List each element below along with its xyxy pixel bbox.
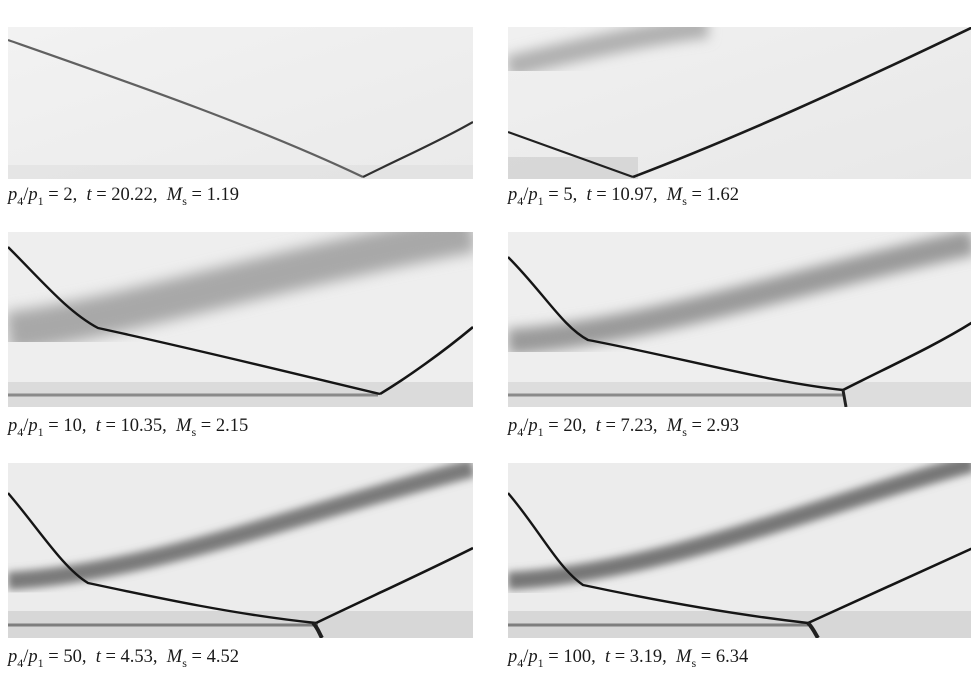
schlieren-image-3 <box>8 232 473 407</box>
schlieren-panel-4 <box>508 232 971 407</box>
incident-shock-1 <box>8 38 364 178</box>
schlieren-panel-2 <box>508 27 971 179</box>
schlieren-image-1 <box>8 27 473 179</box>
reflected-shock-6 <box>807 547 971 625</box>
reflected-shock-4 <box>842 321 971 392</box>
incident-shock-4 <box>508 256 844 392</box>
reflected-shock-1 <box>362 121 473 178</box>
caption-2: p4/p1 = 5, t = 10.97, Ms = 1.62 <box>508 185 739 208</box>
schlieren-image-5 <box>8 463 473 638</box>
caption-3: p4/p1 = 10, t = 10.35, Ms = 2.15 <box>8 416 249 439</box>
caption-4: p4/p1 = 20, t = 7.23, Ms = 2.93 <box>508 416 739 439</box>
reflected-shock-2 <box>632 27 971 179</box>
schlieren-image-2 <box>508 27 971 179</box>
schlieren-panel-3 <box>8 232 473 407</box>
schlieren-panel-6 <box>508 463 971 638</box>
caption-1: p4/p1 = 2, t = 20.22, Ms = 1.19 <box>8 185 239 208</box>
schlieren-panel-1 <box>8 27 473 179</box>
incident-shock-3 <box>8 246 381 396</box>
schlieren-panel-5 <box>8 463 473 638</box>
caption-6: p4/p1 = 100, t = 3.19, Ms = 6.34 <box>508 647 749 670</box>
incident-shock-6 <box>508 492 809 625</box>
incident-shock-5 <box>8 492 317 625</box>
caption-5: p4/p1 = 50, t = 4.53, Ms = 4.52 <box>8 647 239 670</box>
schlieren-image-6 <box>508 463 971 638</box>
reflected-shock-3 <box>379 326 473 396</box>
reflected-shock-5 <box>315 546 473 625</box>
schlieren-image-4 <box>508 232 971 407</box>
incident-shock-2 <box>508 130 634 179</box>
